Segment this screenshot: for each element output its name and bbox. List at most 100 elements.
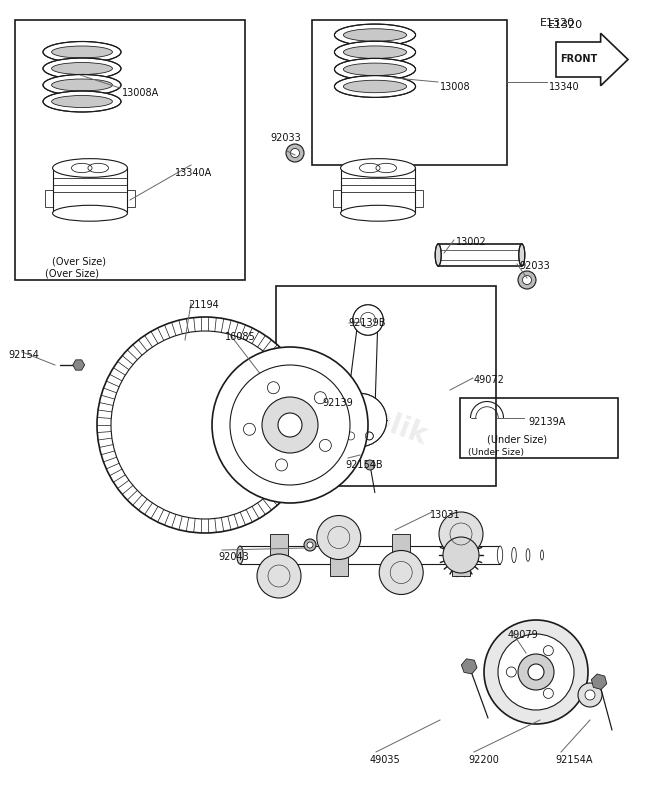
Text: 49035: 49035 bbox=[370, 755, 400, 765]
Ellipse shape bbox=[43, 42, 121, 62]
Circle shape bbox=[365, 460, 375, 470]
Polygon shape bbox=[556, 34, 628, 86]
Bar bbox=[460, 398, 618, 458]
Text: 92200: 92200 bbox=[468, 755, 499, 765]
Bar bbox=[392, 534, 410, 576]
Circle shape bbox=[276, 459, 287, 471]
Circle shape bbox=[528, 664, 544, 680]
Circle shape bbox=[333, 394, 387, 446]
Bar bbox=[330, 534, 348, 576]
Circle shape bbox=[278, 413, 302, 437]
Text: 92033: 92033 bbox=[270, 133, 301, 143]
Circle shape bbox=[439, 512, 483, 556]
Ellipse shape bbox=[519, 244, 525, 266]
Circle shape bbox=[585, 690, 595, 700]
Text: 92154A: 92154A bbox=[555, 755, 593, 765]
Ellipse shape bbox=[52, 79, 113, 91]
Ellipse shape bbox=[344, 46, 406, 58]
Bar bbox=[312, 20, 507, 165]
Circle shape bbox=[507, 667, 516, 677]
Ellipse shape bbox=[52, 46, 113, 58]
Ellipse shape bbox=[43, 58, 121, 79]
Circle shape bbox=[353, 305, 383, 335]
Ellipse shape bbox=[334, 58, 415, 80]
Polygon shape bbox=[72, 360, 85, 370]
Text: FRONT: FRONT bbox=[560, 54, 597, 65]
Circle shape bbox=[320, 439, 331, 451]
Ellipse shape bbox=[334, 75, 415, 98]
Circle shape bbox=[543, 646, 553, 656]
Ellipse shape bbox=[540, 550, 543, 560]
Circle shape bbox=[267, 382, 280, 394]
Ellipse shape bbox=[52, 206, 127, 221]
Text: 92033: 92033 bbox=[519, 261, 550, 271]
Circle shape bbox=[97, 317, 313, 533]
Circle shape bbox=[578, 683, 602, 707]
Circle shape bbox=[257, 554, 301, 598]
Circle shape bbox=[304, 539, 316, 551]
Circle shape bbox=[333, 394, 387, 446]
Ellipse shape bbox=[526, 549, 530, 562]
Text: (Under Size): (Under Size) bbox=[468, 448, 524, 457]
Ellipse shape bbox=[237, 546, 243, 564]
Circle shape bbox=[291, 149, 300, 158]
Ellipse shape bbox=[334, 24, 415, 46]
Text: (Under Size): (Under Size) bbox=[487, 435, 547, 445]
Text: E1320: E1320 bbox=[540, 18, 575, 28]
Circle shape bbox=[307, 542, 313, 548]
Ellipse shape bbox=[344, 80, 406, 93]
Circle shape bbox=[523, 275, 531, 285]
Text: PartsRepublik: PartsRepublik bbox=[215, 350, 431, 450]
Circle shape bbox=[286, 144, 304, 162]
Circle shape bbox=[353, 305, 383, 335]
Ellipse shape bbox=[512, 547, 516, 562]
Text: 49072: 49072 bbox=[474, 375, 505, 385]
Circle shape bbox=[212, 347, 368, 503]
Circle shape bbox=[443, 537, 479, 573]
Text: 16085: 16085 bbox=[225, 332, 256, 342]
Ellipse shape bbox=[43, 91, 121, 112]
Text: 92154B: 92154B bbox=[345, 460, 382, 470]
Text: 21194: 21194 bbox=[188, 300, 219, 310]
Text: 92043: 92043 bbox=[218, 552, 248, 562]
Ellipse shape bbox=[344, 63, 406, 75]
Circle shape bbox=[518, 271, 536, 289]
Circle shape bbox=[543, 688, 553, 698]
Ellipse shape bbox=[52, 95, 113, 107]
Circle shape bbox=[230, 365, 350, 485]
Text: (Over Size): (Over Size) bbox=[52, 256, 106, 266]
Circle shape bbox=[314, 392, 326, 404]
Bar bbox=[270, 534, 288, 576]
Ellipse shape bbox=[340, 158, 415, 178]
Bar bbox=[15, 20, 245, 280]
Ellipse shape bbox=[344, 29, 406, 42]
Bar bbox=[452, 534, 470, 576]
Circle shape bbox=[243, 423, 256, 435]
Text: 92154: 92154 bbox=[8, 350, 39, 360]
Text: 92139A: 92139A bbox=[528, 417, 565, 427]
Text: 13008A: 13008A bbox=[122, 88, 159, 98]
Text: 13008: 13008 bbox=[440, 82, 470, 92]
Text: 92139B: 92139B bbox=[348, 318, 386, 328]
Bar bbox=[276, 286, 496, 486]
Text: 13340A: 13340A bbox=[175, 168, 212, 178]
Polygon shape bbox=[345, 319, 378, 421]
Ellipse shape bbox=[43, 74, 121, 95]
Ellipse shape bbox=[435, 244, 441, 266]
Text: (Over Size): (Over Size) bbox=[45, 268, 99, 278]
Circle shape bbox=[498, 634, 574, 710]
Circle shape bbox=[484, 620, 588, 724]
Circle shape bbox=[317, 515, 361, 559]
Text: 13340: 13340 bbox=[549, 82, 580, 92]
Circle shape bbox=[518, 654, 554, 690]
Ellipse shape bbox=[340, 206, 415, 221]
Text: 13002: 13002 bbox=[456, 237, 487, 247]
Text: 49079: 49079 bbox=[508, 630, 539, 640]
Ellipse shape bbox=[498, 546, 503, 564]
Polygon shape bbox=[461, 658, 477, 674]
Text: 13031: 13031 bbox=[430, 510, 461, 520]
Circle shape bbox=[262, 397, 318, 453]
Text: E1320: E1320 bbox=[548, 20, 583, 30]
Text: 92139: 92139 bbox=[322, 398, 353, 408]
Polygon shape bbox=[591, 674, 607, 690]
